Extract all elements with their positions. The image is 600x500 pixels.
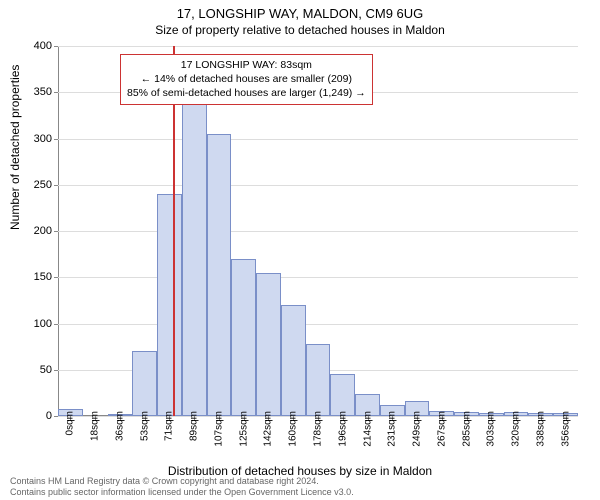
x-tick-label: 303sqm [486, 411, 497, 447]
grid-line [58, 324, 578, 325]
x-tick-label: 320sqm [511, 411, 522, 447]
y-tick-label: 200 [12, 225, 52, 237]
y-tick-mark [54, 139, 58, 140]
annotation-line: ← 14% of detached houses are smaller (20… [127, 72, 366, 86]
y-tick-mark [54, 324, 58, 325]
y-tick-label: 300 [12, 133, 52, 145]
y-tick-mark [54, 277, 58, 278]
annotation-line: 17 LONGSHIP WAY: 83sqm [127, 58, 366, 72]
y-tick-label: 0 [12, 410, 52, 422]
histogram-bar [281, 305, 306, 416]
y-tick-label: 400 [12, 40, 52, 52]
x-tick-label: 125sqm [238, 411, 249, 447]
grid-line [58, 277, 578, 278]
y-tick-mark [54, 46, 58, 47]
x-tick-label: 160sqm [288, 411, 299, 447]
x-tick-label: 196sqm [337, 411, 348, 447]
y-tick-mark [54, 185, 58, 186]
y-tick-mark [54, 370, 58, 371]
y-tick-label: 350 [12, 86, 52, 98]
chart-title-sub: Size of property relative to detached ho… [0, 21, 600, 37]
x-tick-label: 107sqm [213, 411, 224, 447]
histogram-bar [132, 351, 157, 416]
x-tick-label: 249sqm [412, 411, 423, 447]
y-tick-mark [54, 231, 58, 232]
histogram-bar [207, 134, 232, 416]
x-tick-label: 338sqm [535, 411, 546, 447]
histogram-bar [256, 273, 281, 416]
histogram-bar [182, 102, 207, 417]
x-tick-label: 231sqm [387, 411, 398, 447]
y-tick-mark [54, 92, 58, 93]
y-tick-mark [54, 416, 58, 417]
histogram-bar [330, 374, 355, 416]
footer-line-1: Contains HM Land Registry data © Crown c… [10, 476, 354, 487]
x-tick-label: 267sqm [436, 411, 447, 447]
y-tick-label: 250 [12, 179, 52, 191]
x-tick-label: 36sqm [114, 411, 125, 441]
x-tick-label: 142sqm [263, 411, 274, 447]
grid-line [58, 139, 578, 140]
x-tick-label: 285sqm [461, 411, 472, 447]
plot-area: 0501001502002503003504000sqm18sqm36sqm53… [58, 46, 578, 416]
x-tick-label: 53sqm [139, 411, 150, 441]
grid-line [58, 185, 578, 186]
histogram-bar [231, 259, 256, 416]
x-tick-label: 0sqm [65, 411, 76, 435]
x-tick-label: 89sqm [189, 411, 200, 441]
y-tick-label: 150 [12, 271, 52, 283]
annotation-line: 85% of semi-detached houses are larger (… [127, 86, 366, 100]
footer-line-2: Contains public sector information licen… [10, 487, 354, 498]
footer-attribution: Contains HM Land Registry data © Crown c… [10, 476, 354, 498]
x-tick-label: 178sqm [313, 411, 324, 447]
y-tick-label: 50 [12, 364, 52, 376]
chart-container: 17, LONGSHIP WAY, MALDON, CM9 6UG Size o… [0, 0, 600, 500]
histogram-bar [306, 344, 331, 416]
grid-line [58, 46, 578, 47]
x-tick-label: 356sqm [560, 411, 571, 447]
histogram-bar [157, 194, 182, 416]
x-tick-label: 214sqm [362, 411, 373, 447]
grid-line [58, 231, 578, 232]
y-tick-label: 100 [12, 318, 52, 330]
x-tick-label: 18sqm [90, 411, 101, 441]
chart-title-main: 17, LONGSHIP WAY, MALDON, CM9 6UG [0, 0, 600, 21]
annotation-box: 17 LONGSHIP WAY: 83sqm← 14% of detached … [120, 54, 373, 105]
